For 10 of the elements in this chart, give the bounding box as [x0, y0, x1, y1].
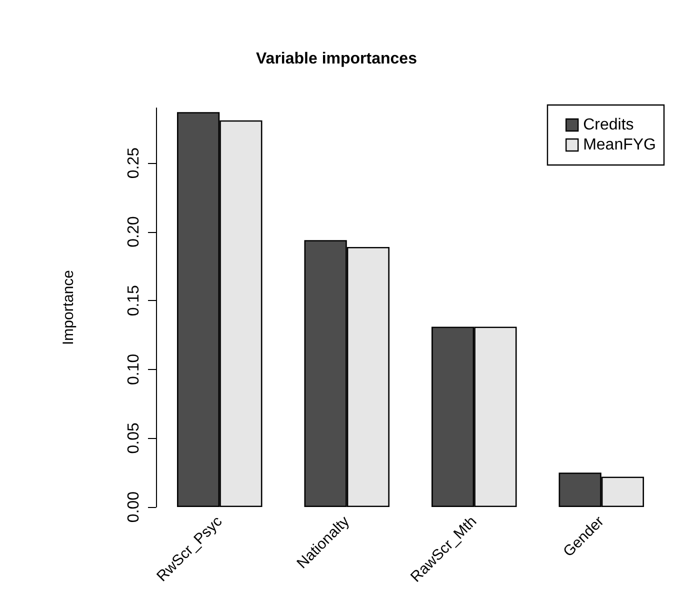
y-axis-title: Importance [60, 270, 77, 346]
chart-title: Variable importances [256, 50, 418, 68]
y-tick-label: 0.15 [126, 284, 142, 316]
y-tick-label: 0.05 [126, 422, 142, 454]
y-tick-label: 0.00 [126, 491, 142, 523]
legend-label: MeanFYG [583, 136, 656, 154]
y-tick-label: 0.25 [126, 147, 142, 179]
y-tick-label: 0.10 [126, 354, 142, 385]
legend-label: Credits [583, 116, 634, 134]
y-tick-label: 0.20 [126, 216, 142, 248]
